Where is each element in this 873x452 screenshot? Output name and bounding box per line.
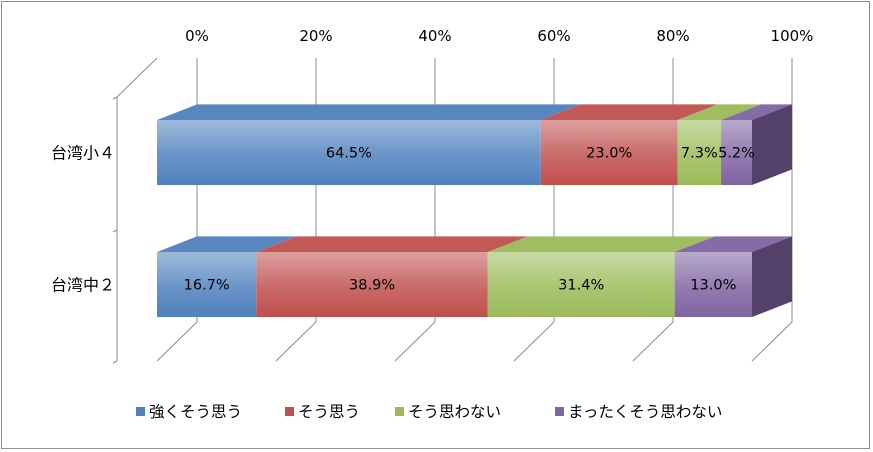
legend-swatch (136, 407, 145, 416)
category-tick-mark (112, 96, 118, 100)
data-label: 64.5% (326, 146, 372, 162)
x-tick-label: 0% (185, 27, 209, 45)
bar-top-face (674, 236, 792, 252)
legend-label: まったくそう思わない (568, 403, 722, 421)
floor-gridline (751, 321, 793, 362)
category-tick-mark (112, 360, 118, 364)
bar-segment (721, 120, 752, 185)
x-tick-label: 80% (656, 27, 689, 45)
data-label: 38.9% (349, 278, 395, 294)
bar-segment (157, 120, 541, 185)
bar-top-face (157, 236, 297, 252)
bar-segment (487, 252, 675, 317)
legend: 強くそう思う そう思う そう思わない まったくそう思わない (136, 403, 722, 421)
bar-segment (157, 252, 257, 317)
floor-gridline (632, 321, 674, 362)
floor-gridline (394, 321, 436, 362)
bar-side-face (752, 104, 792, 185)
bar-top-face (487, 236, 715, 252)
legend-swatch (395, 407, 404, 416)
category-label: 台湾中２ (51, 276, 115, 295)
legend-label: そう思わない (408, 403, 501, 421)
legend-label: 強くそう思う (149, 403, 242, 421)
bar-top-face (157, 104, 581, 120)
legend-swatch (555, 407, 564, 416)
category-tick-mark (112, 229, 118, 233)
data-label: 23.0% (586, 146, 632, 162)
wall-edge (116, 57, 158, 98)
bar-side-face (752, 236, 792, 317)
legend-swatch (285, 407, 294, 416)
bar-segment (540, 120, 678, 185)
bar-segment (674, 252, 752, 317)
floor-gridline (275, 321, 317, 362)
floor-gridline (156, 321, 198, 362)
bar-top-face (256, 236, 528, 252)
bar-top-face (677, 104, 762, 120)
data-label: 7.3% (681, 146, 718, 162)
bar-segment (677, 120, 722, 185)
bar-layer (157, 104, 792, 317)
x-tick-label: 100% (771, 27, 814, 45)
x-tick-label: 60% (537, 27, 570, 45)
bar-segment (256, 252, 488, 317)
data-label: 13.0% (690, 278, 736, 294)
x-tick-label: 40% (418, 27, 451, 45)
category-label: 台湾小４ (51, 144, 115, 163)
bar-top-face (721, 104, 792, 120)
data-label: 16.7% (184, 278, 230, 294)
x-tick-label: 20% (299, 27, 332, 45)
axis-layer: 0% 20% 40% 60% 80% 100% (112, 27, 814, 364)
floor-gridline (513, 321, 555, 362)
data-label: 5.2% (718, 146, 755, 162)
legend-label: そう思う (298, 403, 360, 421)
bar-top-face (540, 104, 718, 120)
label-layer: 台湾小４ 台湾中２ 64.5% 23.0% 7.3% 5.2% 16.7% 38.9% 31.4… (51, 144, 755, 295)
data-label: 31.4% (558, 278, 604, 294)
